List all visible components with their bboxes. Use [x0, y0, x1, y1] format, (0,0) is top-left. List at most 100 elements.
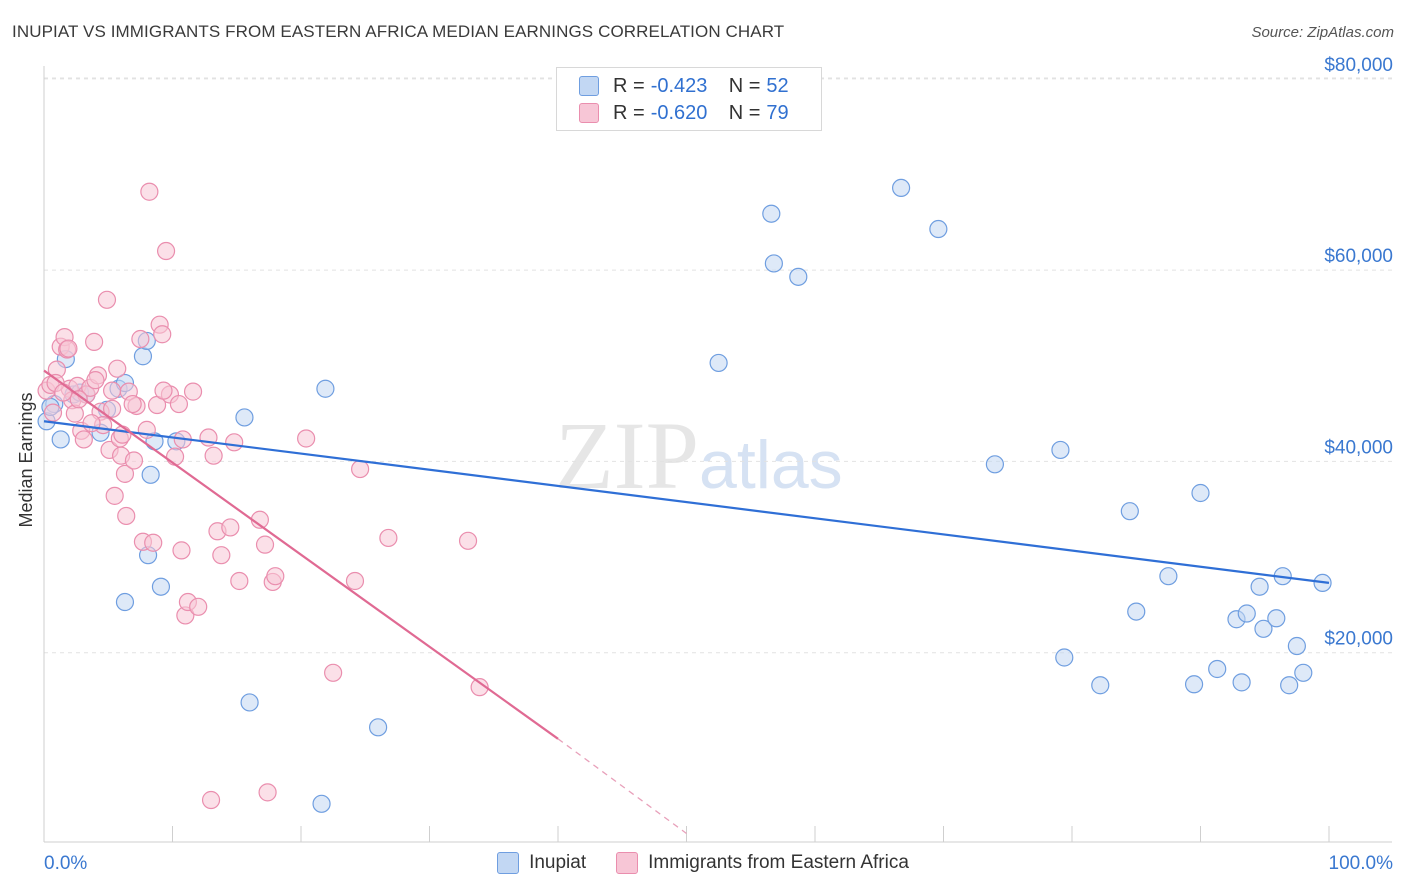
eastern-africa-point	[297, 429, 316, 448]
inupiat-point	[51, 430, 70, 449]
inupiat-point	[1267, 609, 1286, 628]
inupiat-point	[1287, 636, 1306, 656]
eastern-africa-point	[221, 518, 240, 537]
y-tick-label: $40,000	[1324, 437, 1393, 458]
chart-title: INUPIAT VS IMMIGRANTS FROM EASTERN AFRIC…	[12, 22, 785, 41]
y-axis-label: Median Earnings	[16, 392, 36, 527]
legend-n-value: 79	[766, 101, 789, 124]
eastern-africa-point	[201, 790, 221, 810]
eastern-africa-point	[59, 339, 78, 358]
eastern-africa-point	[124, 451, 144, 470]
legend-row-inupiat: R = -0.423 N = 52	[579, 73, 789, 99]
inupiat-point	[1254, 619, 1273, 638]
inupiat-point	[235, 408, 254, 427]
legend-n-label: N =	[728, 74, 761, 97]
eastern-africa-point	[470, 678, 489, 697]
legend-swatch-inupiat	[497, 852, 520, 874]
legend-label-inupiat: Inupiat	[529, 852, 587, 873]
y-tick-label: $60,000	[1324, 246, 1393, 267]
inupiat-point	[985, 455, 1005, 474]
eastern-africa-point	[103, 399, 122, 418]
watermark: ZIPatlas	[555, 400, 843, 511]
inupiat-point	[789, 267, 808, 286]
inupiat-point	[312, 794, 331, 813]
eastern-africa-point	[85, 332, 104, 351]
eastern-africa-point	[255, 535, 275, 554]
inupiat-point	[1055, 648, 1074, 667]
legend-item-inupiat[interactable]: Inupiat	[497, 852, 586, 874]
legend-swatch-eastern-africa	[579, 103, 599, 123]
eastern-africa-point	[69, 390, 88, 409]
eastern-africa-point	[103, 381, 122, 400]
eastern-africa-point	[172, 541, 191, 560]
inupiat-point	[1091, 676, 1110, 695]
legend-n-value: 52	[766, 74, 789, 97]
eastern-africa-point	[169, 394, 189, 414]
eastern-africa-point	[54, 383, 73, 402]
eastern-africa-point	[204, 446, 223, 465]
eastern-africa-point	[123, 394, 142, 414]
inupiat-point	[1232, 673, 1251, 692]
inupiat-point	[1237, 604, 1256, 623]
y-tick-label: $80,000	[1324, 55, 1393, 76]
inupiat-point	[316, 379, 335, 398]
correlation-legend: R = -0.423 N = 52 R = -0.620 N = 79	[556, 67, 822, 131]
legend-item-eastern-africa[interactable]: Immigrants from Eastern Africa	[616, 852, 909, 874]
inupiat-point	[1159, 567, 1178, 586]
eastern-africa-point	[458, 531, 478, 550]
legend-row-eastern-africa: R = -0.620 N = 79	[579, 100, 789, 126]
eastern-africa-point	[74, 430, 93, 449]
watermark-atlas: atlas	[699, 427, 843, 503]
inupiat-point	[1208, 659, 1227, 679]
eastern-africa-point	[144, 533, 163, 552]
inupiat-point	[1250, 577, 1269, 596]
inupiat-point	[1184, 675, 1204, 694]
inupiat-trend-line	[43, 420, 1330, 584]
inupiat-point	[709, 353, 728, 373]
eastern-africa-point	[258, 783, 277, 802]
eastern-africa-point	[108, 359, 127, 378]
source-label: Source: ZipAtlas.com	[1251, 24, 1394, 41]
inupiat-point	[762, 204, 781, 223]
inupiat-point	[1051, 440, 1070, 460]
eastern-africa-point	[156, 241, 176, 261]
eastern-africa-point	[230, 571, 249, 591]
inupiat-point	[1191, 483, 1210, 503]
inupiat-point	[141, 465, 160, 484]
eastern-africa-point	[113, 425, 132, 444]
inupiat-point	[1280, 676, 1299, 695]
legend-label-eastern-africa: Immigrants from Eastern Africa	[648, 852, 909, 873]
eastern-africa-trend-line	[43, 369, 559, 740]
eastern-africa-point	[140, 182, 159, 201]
eastern-africa-point	[225, 433, 244, 452]
eastern-africa-point	[212, 546, 231, 565]
series-legend: Inupiat Immigrants from Eastern Africa	[0, 852, 1406, 874]
eastern-africa-point	[351, 459, 370, 479]
inupiat-point	[369, 718, 388, 737]
eastern-africa-trend-extension	[557, 738, 687, 835]
legend-n-label: N =	[728, 101, 761, 124]
eastern-africa-point	[183, 382, 203, 401]
eastern-africa-point	[115, 464, 135, 483]
legend-swatch-eastern-africa	[616, 852, 639, 874]
legend-r-label: R =	[613, 74, 645, 97]
inupiat-point	[891, 178, 911, 198]
x-tick-label: 0.0%	[44, 853, 87, 874]
eastern-africa-point	[379, 528, 398, 548]
eastern-africa-point	[165, 447, 185, 466]
eastern-africa-point	[43, 403, 63, 422]
eastern-africa-point	[154, 381, 173, 400]
inupiat-point	[240, 693, 259, 712]
eastern-africa-point	[189, 597, 208, 616]
inupiat-point	[764, 254, 783, 273]
eastern-africa-point	[117, 506, 136, 526]
inupiat-point	[929, 219, 948, 239]
eastern-africa-point	[345, 571, 365, 591]
legend-r-value: -0.423	[650, 74, 708, 97]
eastern-africa-point	[266, 567, 285, 586]
watermark-zip: ZIP	[555, 402, 699, 509]
eastern-africa-point	[86, 371, 105, 390]
eastern-africa-point	[105, 486, 124, 505]
eastern-africa-point	[153, 325, 172, 344]
